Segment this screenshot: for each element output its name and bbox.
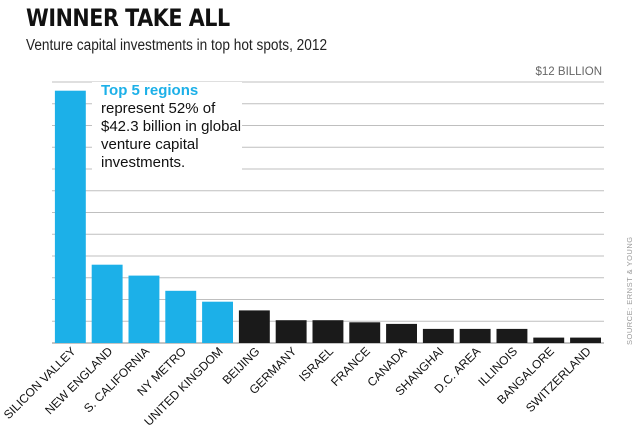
tick-label: SWITZERLAND: [523, 344, 594, 415]
bar-israel: [312, 320, 344, 343]
bar-s-california: [128, 275, 160, 343]
bar-germany: [275, 320, 307, 343]
bar-new-england: [91, 264, 123, 343]
bars: [54, 90, 601, 343]
bar-switzerland: [570, 337, 601, 343]
annotation-line-3: venture capital: [101, 136, 199, 153]
bar-united-kingdom: [202, 301, 233, 343]
annotation: Top 5 regions represent 52% of $42.3 bil…: [92, 82, 242, 176]
y-axis-max-label: $12 BILLION: [536, 66, 602, 78]
annotation-highlight: Top 5 regions: [101, 82, 198, 99]
chart-title: WINNER TAKE ALL: [26, 4, 230, 32]
bar-ny-metro: [165, 290, 197, 343]
bar-canada: [386, 323, 417, 343]
bar-bangalore: [533, 337, 565, 343]
annotation-line-1: represent 52% of: [101, 100, 216, 117]
annotation-line-4: investments.: [101, 154, 185, 171]
annotation-line-2: $42.3 billion in global: [101, 118, 241, 135]
bar-beijing: [238, 310, 270, 343]
bar-illinois: [496, 328, 528, 343]
bar-france: [349, 322, 381, 343]
tick-label: S. CALIFORNIA: [81, 344, 152, 415]
bar-silicon-valley: [54, 90, 86, 343]
chart-subtitle: Venture capital investments in top hot s…: [26, 37, 328, 54]
annotation-background: [92, 82, 242, 176]
bar-d-c-area: [459, 328, 491, 343]
bar-shanghai: [422, 328, 454, 343]
